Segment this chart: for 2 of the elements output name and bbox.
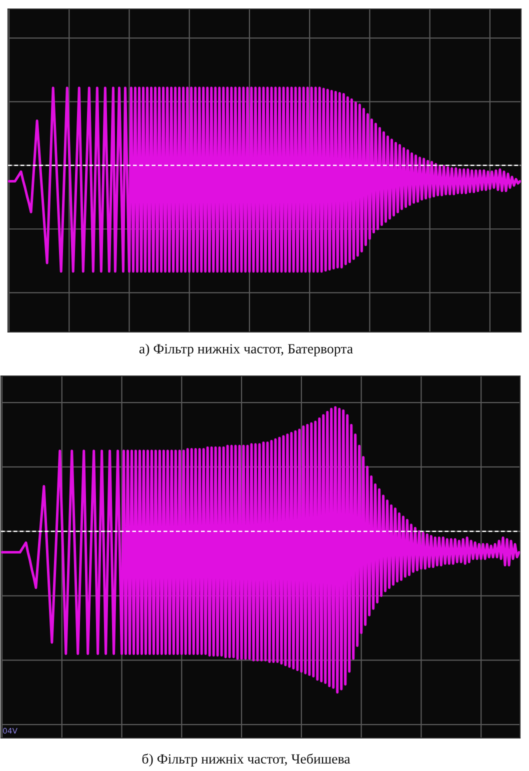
text: а) Фільтр нижніх частот, Батерворта <box>139 344 353 356</box>
text: б) Фільтр нижніх частот, Чебишева <box>142 754 350 766</box>
